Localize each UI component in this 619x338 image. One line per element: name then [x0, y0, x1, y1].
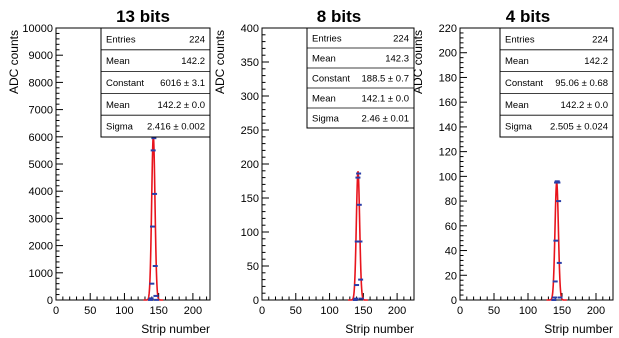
y-tick-label: 20: [445, 270, 457, 282]
y-tick-label: 1000: [29, 268, 53, 280]
y-axis-label: ADC counts: [213, 30, 227, 94]
stats-value: 2.416 ± 0.002: [147, 122, 205, 133]
x-tick-label: 100: [320, 305, 338, 317]
y-tick-label: 3000: [29, 213, 53, 225]
stats-value: 142.1 ± 0.0: [362, 94, 409, 105]
chart-title: 8 bits: [317, 7, 361, 26]
y-tick-label: 200: [439, 48, 457, 60]
y-tick-label: 120: [439, 147, 457, 159]
stats-label: Sigma: [312, 114, 340, 125]
y-tick-label: 10000: [22, 23, 53, 35]
chart-title: 4 bits: [506, 7, 550, 26]
stats-label: Mean: [505, 56, 529, 67]
y-tick-label: 4000: [29, 186, 53, 198]
chart-panel-3: 4 bits 0 50 100 150 200 0 20 40 60 80 100 120 140 160 1…: [411, 7, 614, 336]
y-tick-label: 2000: [29, 241, 53, 253]
y-tick-label: 140: [439, 122, 457, 134]
stats-box-frame: [499, 27, 614, 138]
gaussian-fit-curve: [143, 134, 164, 301]
stats-value: 224: [592, 34, 608, 45]
stats-value: 2.505 ± 0.024: [550, 122, 608, 133]
x-tick-label: 0: [457, 305, 463, 317]
y-tick-label: 200: [241, 159, 259, 171]
y-tick-label: 180: [439, 72, 457, 84]
stats-value: 188.5 ± 0.7: [362, 74, 409, 85]
x-tick-label: 200: [184, 305, 202, 317]
y-tick-label: 7000: [29, 105, 53, 117]
x-tick-label: 50: [84, 305, 96, 317]
x-tick-label: 100: [115, 305, 133, 317]
x-tick-label: 150: [149, 305, 167, 317]
x-tick-label: 0: [53, 305, 59, 317]
x-tick-label: 150: [553, 305, 571, 317]
y-tick-label: 9000: [29, 50, 53, 62]
chart-title: 13 bits: [116, 7, 170, 26]
y-tick-label: 150: [241, 193, 259, 205]
y-tick-label: 250: [241, 125, 259, 137]
x-axis-label: Strip number: [141, 322, 210, 336]
stats-label: Entries: [505, 34, 535, 45]
x-tick-label: 100: [519, 305, 537, 317]
y-tick-label: 80: [445, 196, 457, 208]
y-tick-label: 220: [439, 23, 457, 35]
stats-value: 142.2 ± 0.0: [158, 100, 205, 111]
stats-label: Constant: [106, 78, 144, 89]
stats-box: Entries 224 Mean 142.3 Constant 188.5 ± 0.7 Me…: [306, 27, 415, 129]
gaussian-fit-curve: [348, 170, 368, 301]
stats-label: Sigma: [505, 122, 533, 133]
y-axis-label: ADC counts: [7, 30, 21, 94]
y-tick-label: 40: [445, 246, 457, 258]
y-tick-label: 100: [439, 171, 457, 183]
stats-label: Entries: [106, 34, 136, 45]
stats-value: 224: [393, 34, 409, 45]
stats-box-frame: [100, 27, 211, 138]
x-tick-label: 50: [290, 305, 302, 317]
y-tick-label: 100: [241, 227, 259, 239]
stats-label: Mean: [312, 54, 336, 65]
x-axis-label: Strip number: [544, 322, 613, 336]
stats-label: Mean: [106, 56, 130, 67]
y-tick-label: 0: [451, 295, 457, 307]
stats-label: Mean: [505, 100, 529, 111]
stats-value: 224: [189, 34, 205, 45]
y-tick-label: 400: [241, 23, 259, 35]
stats-label: Mean: [312, 94, 336, 105]
y-tick-label: 0: [47, 295, 53, 307]
stats-label: Entries: [312, 34, 342, 45]
stats-value: 6016 ± 3.1: [160, 78, 205, 89]
stats-box: Entries 224 Mean 142.2 Constant 6016 ± 3.1 Mea…: [100, 27, 211, 138]
stats-label: Constant: [505, 78, 543, 89]
y-tick-label: 60: [445, 221, 457, 233]
x-tick-label: 50: [488, 305, 500, 317]
stats-label: Mean: [106, 100, 130, 111]
stats-value: 142.2: [584, 56, 608, 67]
y-tick-label: 50: [247, 261, 259, 273]
y-tick-label: 160: [439, 97, 457, 109]
y-tick-label: 5000: [29, 159, 53, 171]
stats-box-frame: [306, 27, 415, 129]
stats-value: 95.06 ± 0.68: [555, 78, 608, 89]
stats-label: Constant: [312, 74, 350, 85]
x-tick-label: 200: [388, 305, 406, 317]
x-tick-label: 200: [587, 305, 605, 317]
stats-value: 142.2: [181, 56, 205, 67]
stats-value: 142.2 ± 0.0: [561, 100, 608, 111]
y-tick-label: 350: [241, 57, 259, 69]
y-tick-label: 6000: [29, 132, 53, 144]
x-tick-label: 150: [354, 305, 372, 317]
stats-value: 2.46 ± 0.01: [362, 114, 409, 125]
y-tick-label: 8000: [29, 77, 53, 89]
y-tick-label: 0: [253, 295, 259, 307]
y-tick-label: 300: [241, 91, 259, 103]
y-axis-label: ADC counts: [411, 30, 425, 94]
x-tick-label: 0: [259, 305, 265, 317]
stats-value: 142.3: [385, 54, 409, 65]
stats-label: Sigma: [106, 122, 134, 133]
stats-box: Entries 224 Mean 142.2 Constant 95.06 ± 0.68 M…: [499, 27, 614, 138]
chart-panel-2: 8 bits 0 50 100 150 200 0 50 100 150 200 250 300 350 4…: [213, 7, 415, 336]
x-axis-label: Strip number: [345, 322, 414, 336]
